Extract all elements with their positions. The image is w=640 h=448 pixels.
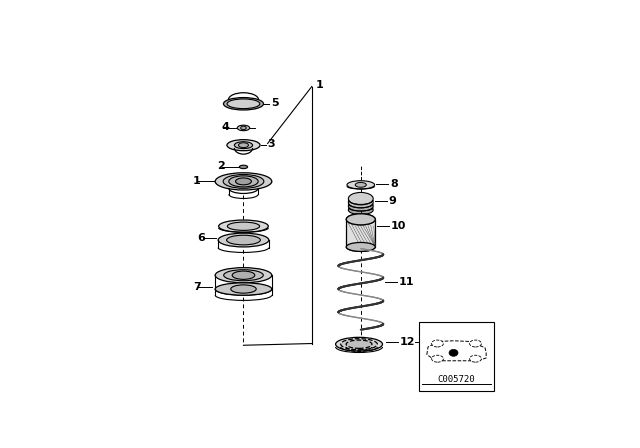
Text: 8: 8 [390,179,398,189]
Bar [419,322,493,391]
Ellipse shape [234,142,253,149]
Text: 12: 12 [400,337,415,347]
Text: 6: 6 [198,233,205,243]
Ellipse shape [346,214,375,225]
Ellipse shape [218,233,269,247]
Ellipse shape [215,173,272,190]
Text: 10: 10 [391,220,406,231]
Ellipse shape [237,125,250,131]
Ellipse shape [346,242,375,251]
Ellipse shape [431,355,444,362]
Ellipse shape [348,206,373,215]
Text: 5: 5 [271,98,278,108]
Ellipse shape [348,202,373,211]
Ellipse shape [227,140,260,151]
Text: 1: 1 [193,176,200,186]
Ellipse shape [346,214,375,225]
Ellipse shape [449,349,458,356]
Ellipse shape [346,340,372,349]
Text: 9: 9 [388,196,397,206]
Ellipse shape [470,340,481,347]
Ellipse shape [227,222,260,230]
Ellipse shape [232,271,255,280]
Text: 11: 11 [399,276,414,287]
Ellipse shape [215,267,272,283]
Text: 1: 1 [316,80,324,90]
Ellipse shape [219,220,268,233]
Text: C005720: C005720 [438,375,476,383]
Ellipse shape [340,339,378,350]
Ellipse shape [223,174,264,188]
Ellipse shape [348,197,373,208]
Ellipse shape [231,285,256,293]
Ellipse shape [335,337,383,351]
Polygon shape [346,220,375,247]
Ellipse shape [347,181,374,189]
Ellipse shape [215,283,272,295]
Text: 4: 4 [221,122,230,132]
Ellipse shape [224,270,263,281]
Ellipse shape [227,99,260,108]
Ellipse shape [228,176,258,187]
Ellipse shape [431,340,444,347]
Ellipse shape [241,126,246,129]
Ellipse shape [348,193,373,205]
Text: 2: 2 [217,161,225,171]
Ellipse shape [239,143,248,147]
Ellipse shape [239,165,248,168]
Ellipse shape [470,355,481,362]
Ellipse shape [355,182,366,187]
Text: 7: 7 [193,282,200,292]
Ellipse shape [227,235,260,245]
Ellipse shape [236,178,252,185]
Ellipse shape [223,98,264,110]
Text: 3: 3 [268,139,275,150]
